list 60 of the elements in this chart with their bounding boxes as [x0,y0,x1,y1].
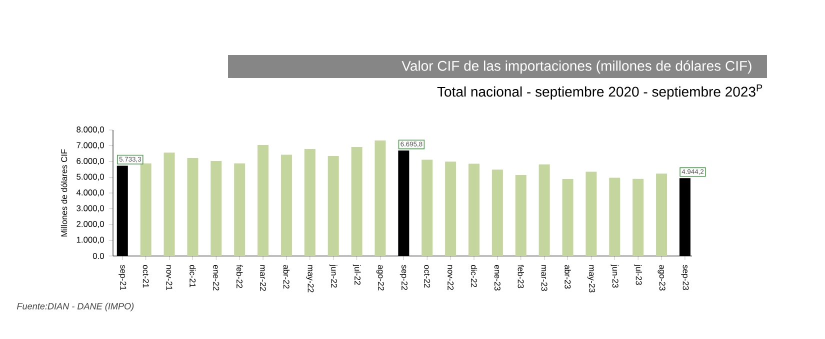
bar [234,163,246,256]
bar [258,144,269,256]
x-tick-label: oct-21 [142,265,149,288]
x-tick-label: ago-22 [376,265,384,290]
y-tick-label: 1.000,0 [76,236,104,244]
x-tick-label: jun-23 [610,264,619,288]
x-tick-label: dic-22 [470,265,478,288]
x-tick-label: nov-21 [166,265,172,290]
x-tick-label: mar-23 [541,265,548,291]
x-tick-label: abr-22 [283,265,290,289]
x-tick-label: nov-22 [448,265,454,290]
bar [492,170,503,256]
bar [140,163,152,256]
y-tick-label: 2.000,0 [76,221,104,228]
y-tick-label: 6.000,0 [76,158,104,165]
bar [538,164,550,256]
y-tick-label: 3.000,0 [76,205,104,212]
x-tick-label: feb-22 [236,264,243,288]
bar [374,140,386,256]
x-tick-label: mar-22 [260,265,266,291]
chart-title: Valor CIF de las importaciones (millones de dólares CIF) [402,60,752,74]
x-tick-label: may-23 [587,265,596,292]
bar [210,161,222,256]
bar [351,147,362,256]
bar [515,175,526,256]
y-axis-title: Millones de dólares CIF [60,149,68,236]
bar [422,160,433,256]
bar [586,172,597,256]
x-tick-label: oct-22 [424,265,430,288]
x-tick-label: sep-23 [681,264,689,290]
x-tick-label: sep-21 [118,264,126,290]
bar [164,152,175,256]
x-tick-label: abr-23 [564,265,571,289]
bar [468,164,480,256]
y-tick-label: 5.000,0 [76,174,104,181]
y-tick-label: 0.0 [92,253,104,259]
x-tick-label: ene-23 [494,265,500,290]
x-tick-label: may-22 [306,265,314,292]
bar [304,149,316,256]
x-tick-label: sep-22 [400,264,408,290]
x-tick-label: jul-22 [352,264,361,285]
bar [562,178,574,256]
x-tick-label: jun-22 [329,264,338,288]
chart-subtitle: Total nacional - septiembre 2020 - septiembre 2023$^{P}$ [437,84,762,100]
bar [187,158,198,256]
x-tick-label: ene-22 [213,265,220,290]
y-tick-label: 8.000,0 [76,126,104,134]
bar [632,178,644,256]
bar [328,156,339,256]
bar [656,174,668,256]
x-tick-label: jul-23 [634,264,642,285]
y-tick-label: 7.000,0 [76,142,104,150]
bar [445,162,456,256]
y-tick-label: 4.000,0 [76,190,104,196]
x-tick-label: dic-21 [190,265,196,288]
bar [280,154,292,256]
x-tick-label: ago-23 [658,265,666,290]
source-note: Fuente:DIAN - DANE (IMPO) [17,302,134,312]
x-tick-label: feb-23 [518,264,524,288]
bar [609,178,620,256]
